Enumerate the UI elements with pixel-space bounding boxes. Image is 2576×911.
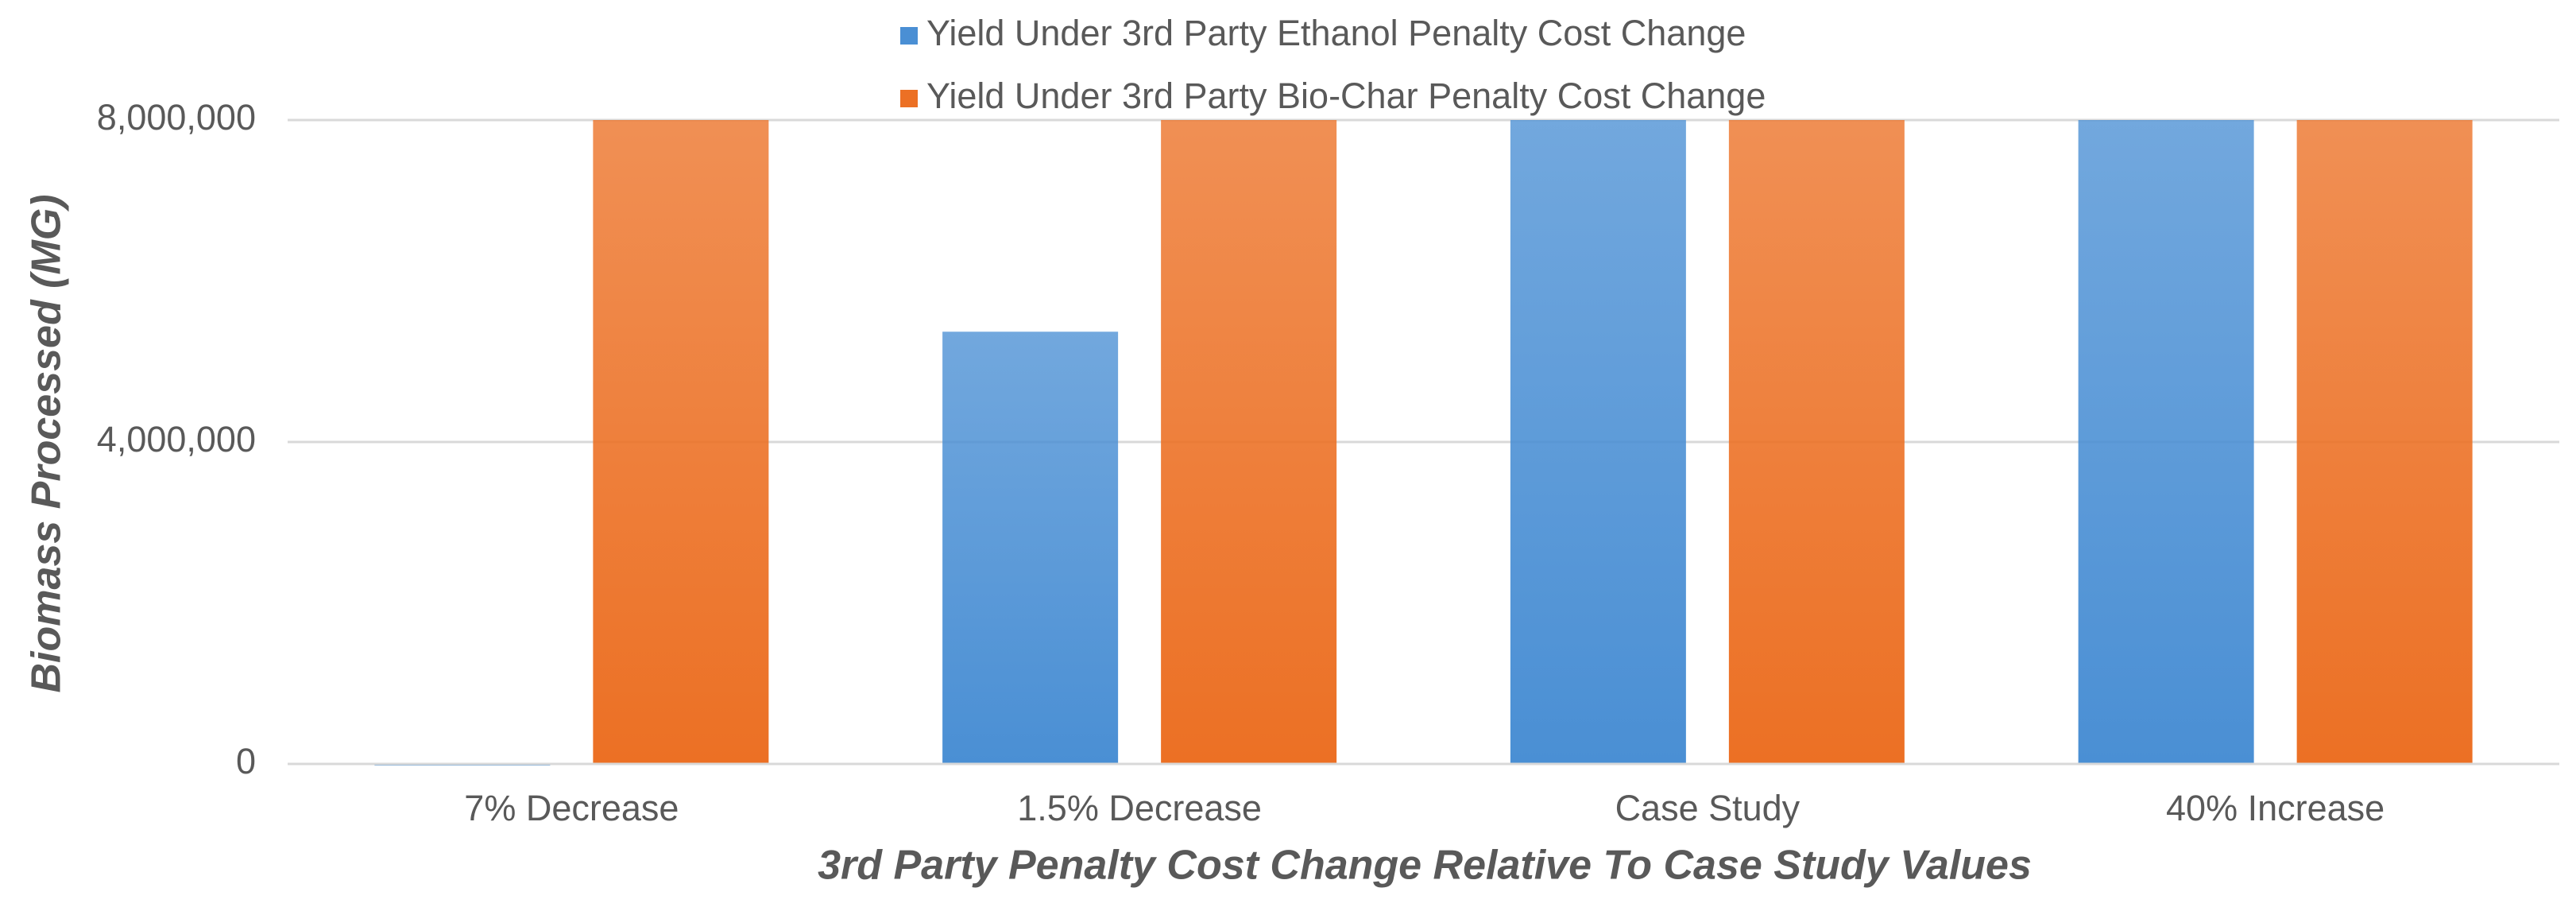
x-tick-label: 1.5% Decrease — [1017, 788, 1262, 828]
legend-label: Yield Under 3rd Party Ethanol Penalty Co… — [926, 13, 1746, 53]
legend-label: Yield Under 3rd Party Bio-Char Penalty C… — [926, 76, 1766, 116]
x-axis-title: 3rd Party Penalty Cost Change Relative T… — [818, 843, 2032, 889]
legend-swatch — [900, 27, 918, 45]
bar — [593, 120, 769, 764]
bar — [2078, 120, 2254, 764]
x-tick-label: Case Study — [1615, 788, 1800, 828]
y-axis-title: Biomass Processed (MG) — [24, 194, 70, 692]
legend-swatch — [900, 90, 918, 107]
bar — [1728, 120, 1905, 764]
x-tick-label: 7% Decrease — [464, 788, 679, 828]
y-tick-label: 8,000,000 — [97, 97, 256, 138]
bar — [942, 331, 1119, 765]
bar — [2296, 120, 2473, 764]
y-tick-label: 0 — [236, 741, 256, 781]
x-tick-label: 40% Increase — [2166, 788, 2385, 828]
y-tick-label: 4,000,000 — [97, 419, 256, 459]
bar — [1161, 120, 1337, 764]
bar — [1510, 120, 1686, 764]
